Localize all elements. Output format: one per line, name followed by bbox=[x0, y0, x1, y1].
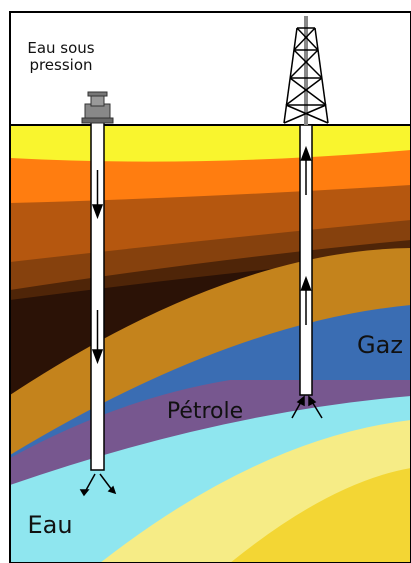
water-label: Eau bbox=[27, 511, 72, 539]
oil-label: Pétrole bbox=[167, 399, 243, 424]
derrick bbox=[283, 16, 329, 125]
label: pression bbox=[29, 56, 92, 74]
strata bbox=[10, 125, 411, 563]
gas-label: Gaz bbox=[357, 331, 403, 359]
arrows bbox=[291, 145, 323, 419]
arrows bbox=[79, 170, 117, 497]
layer bbox=[230, 468, 411, 563]
sky bbox=[10, 12, 411, 125]
frame bbox=[9, 11, 411, 563]
valve bbox=[81, 91, 114, 124]
label: Eau sous bbox=[27, 39, 94, 57]
